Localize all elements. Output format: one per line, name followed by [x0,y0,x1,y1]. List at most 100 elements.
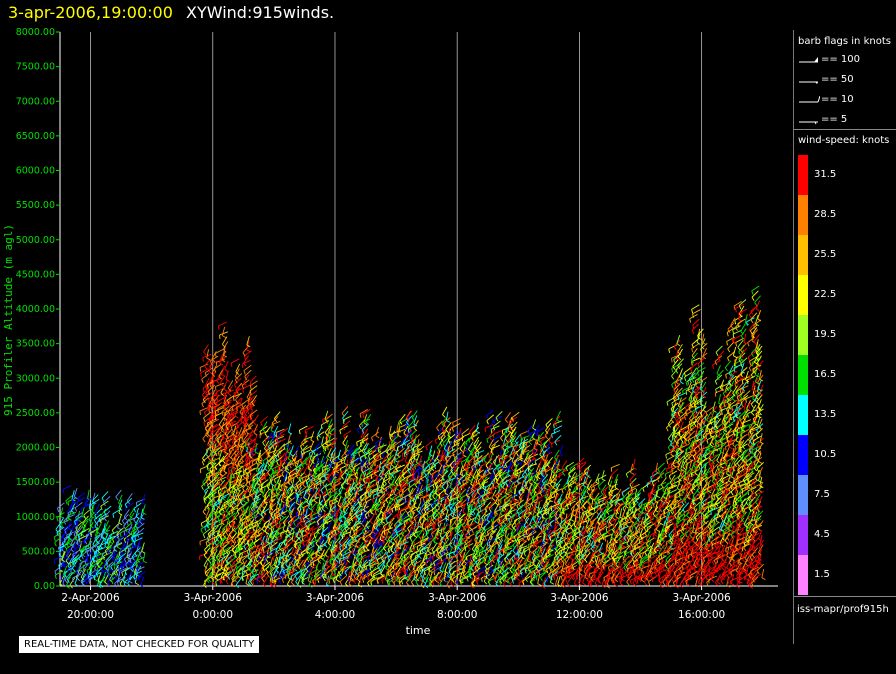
wind-barb-flag [359,579,362,584]
wind-barb-flag [227,575,231,580]
wind-barb-flag [223,388,227,392]
wind-barb [119,576,125,585]
wind-barb-flag [88,580,91,585]
wind-barb-flag [220,497,223,502]
wind-barb-flag [302,542,305,547]
wind-barb [397,457,405,464]
wind-barb-flag [118,571,121,576]
wind-barb-flag [209,438,212,443]
wind-barb-flag [65,518,68,523]
wind-barb-flag [139,555,143,559]
wind-barb-flag [71,500,76,505]
wind-barb-flag [246,410,250,415]
wind-barb-flag [240,447,242,452]
wind-barb-flag [222,515,226,519]
wind-barb-flag [236,510,240,515]
wind-barb-flag [234,415,239,419]
wind-barb-flag [207,578,212,583]
wind-barb-flag [108,574,113,578]
wind-barb [229,411,239,416]
wind-barb-flag [207,496,211,500]
wind-barb [235,363,241,373]
wind-barb-flag [215,581,218,586]
wind-barb [75,516,84,523]
wind-barb [105,554,113,562]
wind-barb [237,489,245,498]
wind-barb-flag [71,568,76,572]
wind-barb [115,489,122,498]
wind-barb-flag [233,516,238,521]
wind-barb-flag [351,543,356,547]
wind-barb-flag [203,417,206,422]
wind-barb-flag [65,560,69,565]
wind-barb-flag [115,496,119,501]
wind-barb-flag [224,451,229,455]
wind-barb [309,440,315,450]
wind-barb-flag [357,559,360,564]
wind-barb-flag [227,474,231,479]
wind-barb-flag [361,515,364,520]
wind-barb-flag [228,488,231,493]
wind-barb-flag [97,580,102,584]
wind-barb-flag [244,445,248,449]
wind-barb-flag [75,571,80,576]
wind-barb-flag [235,399,239,404]
wind-barb-flag [328,579,331,584]
wind-barb-flag [226,515,228,520]
wind-barb [343,430,352,436]
wind-barb [118,494,123,504]
wind-barb [210,510,219,516]
wind-barb-flag [94,519,97,524]
wind-barb-flag [231,447,235,451]
wind-barb-flag [204,526,206,531]
wind-barb-flag [99,560,104,564]
wind-barb-flag [210,360,213,365]
wind-barb [219,528,226,537]
wind-barb-flag [211,378,215,382]
wind-barb [219,331,229,336]
wind-barb-flag [224,486,228,491]
wind-barb [224,479,231,488]
wind-barb [126,493,133,502]
wind-barb [320,455,325,465]
wind-barb-flag [219,361,222,366]
wind-barb-flag [222,576,225,581]
wind-barb [135,507,139,517]
wind-barb-flag [223,568,227,573]
wind-barb-flag [214,411,217,416]
wind-barb-flag [407,528,410,533]
wind-barb-flag [93,552,96,557]
wind-barb-flag [222,335,226,339]
wind-barb-flag [261,488,263,493]
wind-barb [211,515,221,522]
wind-barb-flag [231,539,235,544]
wind-barb-flag [410,554,413,559]
wind-barb-flag [220,430,225,434]
wind-barb-flag [68,536,72,541]
wind-barb [204,378,210,387]
wind-barb-flag [67,513,71,518]
wind-barb-flag [212,483,216,488]
wind-barb [97,557,101,567]
wind-barb-flag [365,566,368,571]
wind-barb [242,345,250,354]
wind-barb [225,525,233,534]
wind-barb-flag [210,514,212,519]
wind-barb [86,545,94,554]
wind-barb-flag [388,538,391,543]
wind-barb-flag [399,511,402,516]
wind-barb [291,545,296,555]
wind-barb [225,428,233,437]
wind-barb [223,444,232,452]
wind-barb [205,420,213,428]
wind-barb-flag [205,524,209,529]
wind-barb [221,326,226,336]
wind-barb [209,411,213,421]
wind-barb-flag [86,570,89,575]
wind-barb [204,562,209,572]
wind-barb [137,571,146,578]
wind-barb [94,526,99,536]
wind-barb-flag [97,585,102,588]
wind-barb-flag [206,465,209,470]
wind-barb-flag [341,413,345,417]
